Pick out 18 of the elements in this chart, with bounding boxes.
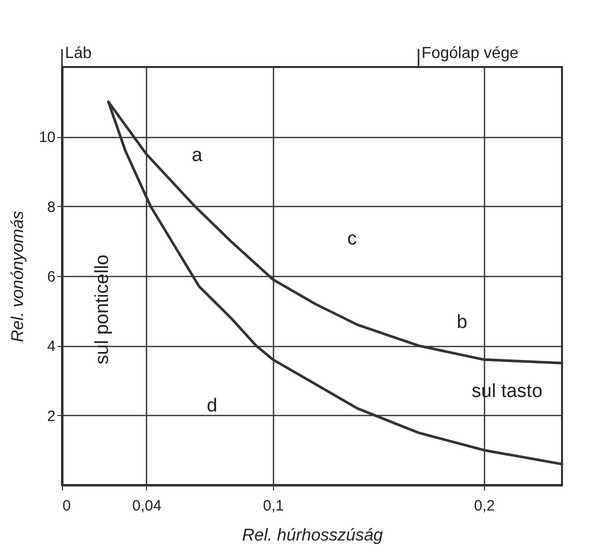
annotation: a bbox=[192, 144, 203, 166]
x-tick-label: 0,04 bbox=[132, 498, 162, 514]
x-tick-label: 0,2 bbox=[474, 498, 495, 514]
ref-line-label: Láb bbox=[65, 45, 92, 62]
x-tick-label: 0 bbox=[62, 498, 71, 514]
y-tick-label: 6 bbox=[47, 268, 56, 286]
y-tick-label: 4 bbox=[47, 338, 56, 356]
annotation: sul ponticello bbox=[92, 254, 113, 364]
y-axis-title: Rel. vonónyomás bbox=[8, 210, 27, 342]
y-tick-label: 8 bbox=[47, 198, 56, 216]
annotation: c bbox=[347, 228, 357, 250]
annotation: d bbox=[206, 396, 218, 417]
x-tick-label: 0,1 bbox=[263, 498, 284, 514]
ref-line-label: Fogólap vége bbox=[422, 45, 519, 62]
annotation: b bbox=[456, 312, 468, 333]
y-tick-label: 2 bbox=[47, 408, 56, 425]
y-tick-label: 10 bbox=[38, 129, 56, 146]
x-axis-title: Rel. húrhosszúság bbox=[242, 526, 384, 544]
